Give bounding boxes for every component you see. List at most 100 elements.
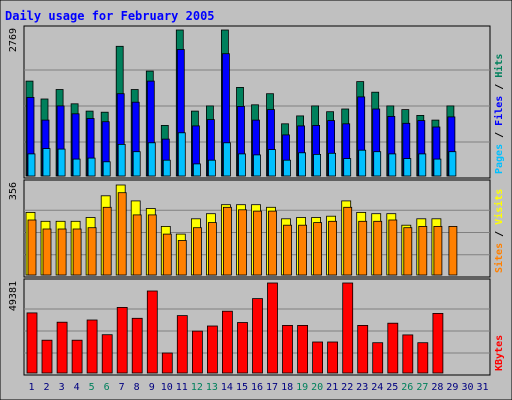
bar-sites-day-15	[238, 209, 247, 276]
bar-pages-day-25	[388, 153, 397, 177]
series-files	[26, 49, 456, 177]
bar-kbytes-day-18	[282, 324, 293, 374]
bar-sites-day-18	[283, 224, 292, 276]
x-tick-label-day-10: 10	[161, 382, 173, 393]
x-tick-label-day-19: 19	[296, 382, 308, 393]
x-tick-label-day-29: 29	[446, 382, 458, 393]
bar-sites-day-12	[192, 227, 202, 276]
bar-kbytes-day-20	[312, 341, 324, 374]
bar-kbytes-day-13	[206, 325, 218, 374]
bar-kbytes-day-7	[116, 306, 128, 374]
legend-entry: /	[494, 84, 505, 96]
x-tick-label-day-25: 25	[386, 382, 398, 393]
bar-kbytes-day-21	[327, 341, 339, 374]
bar-pages-day-12	[192, 163, 201, 177]
x-tick-label-day-3: 3	[59, 382, 65, 393]
panel-visits_sites: 356 Sites / Visits	[8, 179, 505, 278]
panel-kbytes: 49381 KBytes	[8, 278, 505, 376]
bar-sites-day-14	[222, 206, 232, 276]
x-axis-day-labels: 1 2 3 4 5 6 7 8 9 10 11 12 13 14 15 16 17 18 19 20 21 22 23 24 2…	[28, 382, 488, 393]
x-tick-label-day-11: 11	[176, 382, 188, 393]
bar-kbytes-day-4	[71, 339, 83, 374]
bar-sites-day-7	[117, 192, 127, 276]
bar-sites-day-10	[162, 233, 172, 276]
bar-pages-day-7	[117, 143, 126, 177]
bar-sites-day-11	[177, 240, 187, 276]
bar-pages-day-11	[177, 132, 186, 177]
bar-kbytes-day-27	[417, 342, 429, 374]
bar-pages-day-10	[162, 159, 171, 177]
bar-sites-day-8	[132, 214, 142, 276]
bar-pages-day-8	[132, 151, 141, 177]
x-tick-label-day-14: 14	[221, 382, 233, 393]
bar-sites-day-5	[87, 227, 97, 276]
legend-entry: Files	[493, 96, 505, 132]
bar-pages-day-28	[433, 158, 442, 177]
bar-sites-day-25	[388, 219, 398, 276]
bar-sites-day-3	[57, 228, 67, 276]
series-sites	[27, 192, 458, 276]
series-kbytes	[26, 282, 444, 374]
bar-sites-day-22	[343, 206, 353, 276]
bar-pages-day-22	[343, 158, 352, 177]
bar-sites-day-19	[298, 224, 308, 276]
bar-kbytes-day-5	[86, 319, 98, 374]
bar-kbytes-day-28	[432, 312, 444, 374]
bar-kbytes-day-25	[387, 322, 399, 374]
bar-pages-day-15	[238, 153, 246, 177]
bar-sites-day-26	[403, 227, 413, 276]
bar-sites-day-13	[207, 222, 217, 276]
bar-kbytes-day-23	[357, 324, 369, 374]
x-tick-label-day-15: 15	[236, 382, 248, 393]
bar-sites-day-24	[373, 220, 383, 276]
bar-kbytes-day-16	[252, 298, 263, 374]
bar-pages-day-6	[102, 161, 111, 177]
x-tick-label-day-13: 13	[206, 382, 218, 393]
x-tick-label-day-31: 31	[476, 382, 488, 393]
bar-kbytes-day-8	[131, 317, 143, 374]
legend-entry: Visits	[493, 189, 505, 231]
bar-kbytes-day-19	[297, 324, 309, 374]
legend-entry: Pages	[494, 144, 505, 174]
bar-pages-day-1	[27, 153, 36, 177]
x-tick-label-day-23: 23	[356, 382, 368, 393]
bar-pages-day-27	[418, 153, 427, 177]
bar-kbytes-day-12	[191, 330, 203, 374]
x-tick-label-day-2: 2	[43, 382, 49, 393]
x-tick-label-day-28: 28	[431, 382, 443, 393]
x-tick-label-day-20: 20	[311, 382, 323, 393]
x-tick-label-day-6: 6	[104, 382, 110, 393]
bar-pages-day-14	[222, 142, 231, 177]
bar-sites-day-6	[102, 206, 112, 276]
chart-title: Daily usage for February 2005	[5, 9, 215, 23]
bar-sites-day-21	[328, 220, 338, 276]
bar-sites-day-9	[147, 214, 157, 276]
bar-pages-day-24	[373, 151, 382, 177]
bar-pages-day-5	[87, 157, 96, 177]
bar-kbytes-day-3	[56, 321, 68, 374]
bar-kbytes-day-26	[402, 334, 414, 374]
bar-sites-day-17	[268, 210, 277, 276]
bar-pages-day-18	[283, 159, 291, 177]
legend-entry: KBytes	[494, 335, 505, 371]
bar-pages-day-4	[72, 158, 81, 177]
x-tick-label-day-27: 27	[416, 382, 428, 393]
x-tick-label-day-1: 1	[28, 382, 34, 393]
bar-pages-day-13	[207, 159, 216, 177]
y-max-label: 2769	[8, 28, 19, 52]
legend-entry: Sites	[493, 243, 505, 273]
bar-kbytes-day-6	[101, 334, 113, 374]
bar-pages-day-21	[328, 152, 337, 177]
bar-sites-day-23	[358, 220, 368, 276]
x-tick-label-day-9: 9	[149, 382, 155, 393]
x-tick-label-day-24: 24	[371, 382, 383, 393]
legend-kbytes: KBytes	[494, 335, 505, 371]
bar-kbytes-day-24	[372, 342, 384, 374]
bar-pages-day-20	[313, 153, 322, 177]
bar-kbytes-day-9	[146, 290, 158, 374]
bar-pages-day-26	[403, 158, 412, 177]
bar-kbytes-day-11	[176, 315, 188, 374]
bar-kbytes-day-15	[237, 322, 248, 374]
bar-pages-day-23	[358, 149, 367, 177]
